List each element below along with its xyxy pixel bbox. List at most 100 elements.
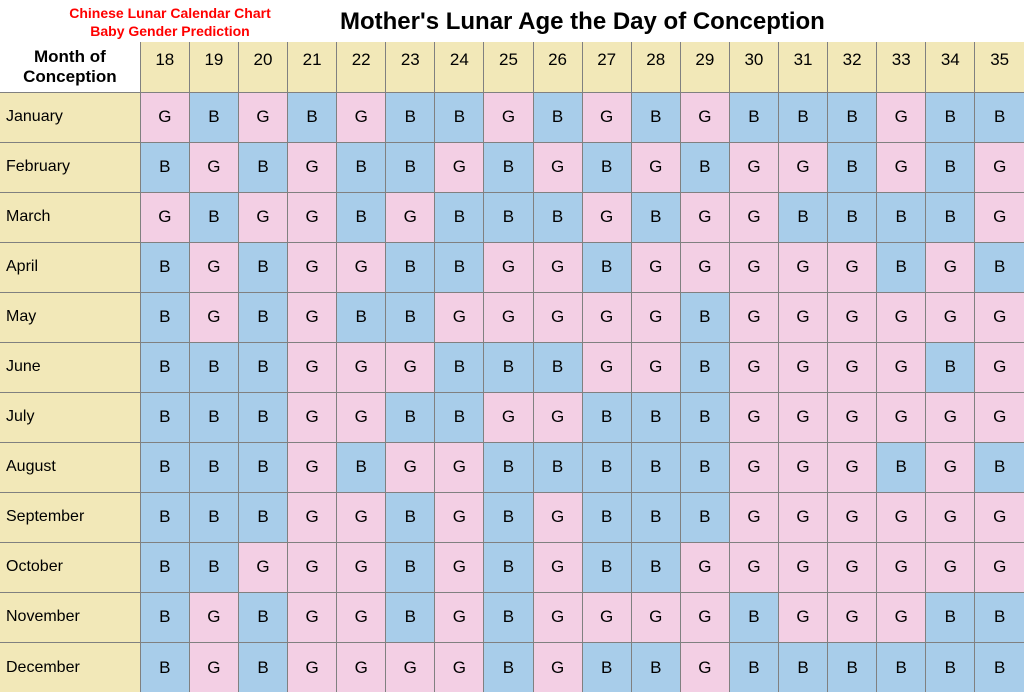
prediction-cell: G xyxy=(729,542,778,592)
prediction-cell: G xyxy=(975,142,1024,192)
prediction-cell: B xyxy=(582,392,631,442)
prediction-cell: G xyxy=(877,542,926,592)
month-label: May xyxy=(0,292,140,342)
prediction-cell: G xyxy=(582,292,631,342)
prediction-cell: B xyxy=(828,92,877,142)
prediction-cell: G xyxy=(337,342,386,392)
age-header: 19 xyxy=(189,42,238,92)
prediction-cell: B xyxy=(386,392,435,442)
prediction-cell: G xyxy=(631,342,680,392)
age-header: 35 xyxy=(975,42,1024,92)
prediction-cell: B xyxy=(582,142,631,192)
prediction-cell: B xyxy=(189,442,238,492)
prediction-cell: G xyxy=(582,342,631,392)
prediction-cell: G xyxy=(140,92,189,142)
prediction-cell: G xyxy=(877,392,926,442)
prediction-cell: B xyxy=(582,492,631,542)
prediction-cell: G xyxy=(926,242,975,292)
prediction-cell: B xyxy=(828,642,877,692)
prediction-cell: G xyxy=(631,142,680,192)
age-header: 30 xyxy=(729,42,778,92)
prediction-cell: B xyxy=(189,342,238,392)
prediction-cell: B xyxy=(975,92,1024,142)
prediction-cell: B xyxy=(729,592,778,642)
prediction-cell: G xyxy=(778,142,827,192)
prediction-cell: G xyxy=(729,392,778,442)
prediction-cell: G xyxy=(435,442,484,492)
prediction-cell: B xyxy=(582,642,631,692)
prediction-cell: B xyxy=(680,292,729,342)
prediction-cell: B xyxy=(238,292,287,342)
prediction-cell: B xyxy=(729,92,778,142)
prediction-cell: B xyxy=(435,392,484,442)
age-header: 31 xyxy=(778,42,827,92)
prediction-cell: G xyxy=(828,242,877,292)
prediction-cell: G xyxy=(828,542,877,592)
prediction-cell: G xyxy=(680,242,729,292)
prediction-cell: B xyxy=(484,592,533,642)
prediction-cell: B xyxy=(926,142,975,192)
prediction-cell: B xyxy=(435,342,484,392)
prediction-cell: B xyxy=(189,492,238,542)
prediction-cell: B xyxy=(484,192,533,242)
prediction-cell: G xyxy=(189,642,238,692)
month-label: September xyxy=(0,492,140,542)
prediction-cell: B xyxy=(140,242,189,292)
prediction-cell: G xyxy=(778,292,827,342)
prediction-cell: G xyxy=(877,292,926,342)
chart-title: Mother's Lunar Age the Day of Conception xyxy=(340,4,1024,36)
prediction-cell: B xyxy=(140,392,189,442)
prediction-cell: B xyxy=(484,442,533,492)
prediction-cell: G xyxy=(680,542,729,592)
prediction-cell: G xyxy=(631,592,680,642)
prediction-cell: G xyxy=(533,542,582,592)
prediction-cell: G xyxy=(533,392,582,442)
prediction-cell: B xyxy=(680,392,729,442)
prediction-cell: B xyxy=(386,92,435,142)
prediction-cell: B xyxy=(631,642,680,692)
prediction-cell: G xyxy=(926,292,975,342)
prediction-cell: B xyxy=(975,442,1024,492)
prediction-cell: B xyxy=(435,92,484,142)
prediction-cell: B xyxy=(926,192,975,242)
prediction-cell: B xyxy=(238,142,287,192)
prediction-cell: B xyxy=(778,192,827,242)
age-header: 28 xyxy=(631,42,680,92)
prediction-cell: G xyxy=(828,592,877,642)
prediction-cell: G xyxy=(386,442,435,492)
prediction-cell: B xyxy=(484,142,533,192)
prediction-cell: B xyxy=(778,92,827,142)
prediction-cell: G xyxy=(288,642,337,692)
prediction-cell: G xyxy=(778,242,827,292)
prediction-cell: B xyxy=(386,142,435,192)
prediction-cell: B xyxy=(975,592,1024,642)
prediction-cell: G xyxy=(533,492,582,542)
prediction-cell: G xyxy=(828,392,877,442)
prediction-cell: G xyxy=(926,542,975,592)
prediction-cell: B xyxy=(337,192,386,242)
prediction-cell: B xyxy=(877,192,926,242)
prediction-cell: B xyxy=(484,342,533,392)
chart-subtitle: Chinese Lunar Calendar Chart Baby Gender… xyxy=(0,4,340,40)
prediction-cell: G xyxy=(288,192,337,242)
prediction-cell: B xyxy=(189,392,238,442)
month-label: July xyxy=(0,392,140,442)
age-header: 29 xyxy=(680,42,729,92)
prediction-cell: G xyxy=(337,542,386,592)
prediction-cell: B xyxy=(238,492,287,542)
prediction-cell: B xyxy=(729,642,778,692)
prediction-cell: B xyxy=(631,92,680,142)
corner-header: Month of Conception xyxy=(0,42,140,92)
prediction-cell: B xyxy=(533,442,582,492)
prediction-cell: G xyxy=(975,292,1024,342)
prediction-cell: G xyxy=(337,92,386,142)
prediction-cell: B xyxy=(484,492,533,542)
prediction-cell: B xyxy=(238,442,287,492)
prediction-cell: B xyxy=(975,242,1024,292)
prediction-cell: B xyxy=(631,492,680,542)
prediction-cell: B xyxy=(140,142,189,192)
prediction-cell: G xyxy=(828,442,877,492)
prediction-cell: G xyxy=(337,392,386,442)
prediction-cell: B xyxy=(778,642,827,692)
prediction-cell: B xyxy=(337,442,386,492)
